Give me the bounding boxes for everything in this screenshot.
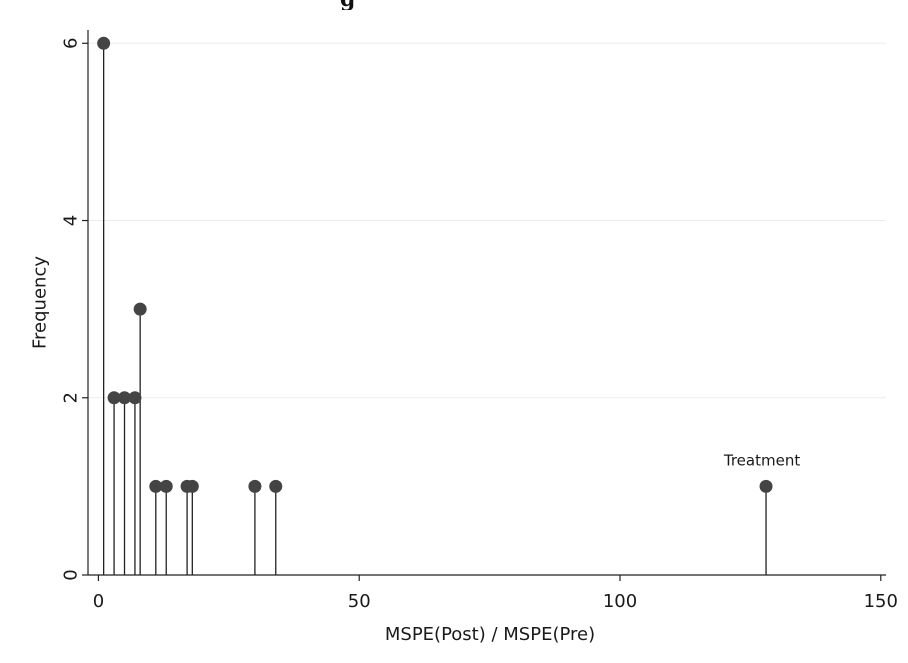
y-tick-label: 0 (61, 569, 82, 580)
x-tick-label: 0 (93, 591, 104, 612)
grid-lines (88, 42, 886, 399)
y-tick-label: 6 (61, 38, 82, 49)
point-9 (248, 479, 262, 493)
point-annotation: Treatment (723, 451, 800, 469)
point-11 (759, 479, 773, 493)
data-points (97, 36, 773, 493)
point-10 (269, 479, 283, 493)
x-tick-label: 50 (348, 591, 371, 612)
text-labels: MSPE(Post) / MSPE(Pre) Frequency Treatment (30, 256, 801, 645)
axes: 0 2 4 6 0 50 100 150 (61, 30, 898, 612)
point-8 (185, 479, 199, 493)
y-tick-label: 4 (61, 215, 82, 226)
x-tick-label: 150 (864, 591, 898, 612)
point-4 (133, 302, 147, 316)
x-tick-label: 100 (603, 591, 637, 612)
stems (102, 43, 767, 575)
point-3 (128, 391, 142, 405)
y-tick-label: 2 (61, 392, 82, 403)
x-axis-title: MSPE(Post) / MSPE(Pre) (385, 624, 595, 645)
point-0 (97, 36, 111, 50)
y-axis-title: Frequency (30, 256, 51, 349)
point-6 (159, 479, 173, 493)
chart-title-cropped: g (340, 0, 580, 10)
